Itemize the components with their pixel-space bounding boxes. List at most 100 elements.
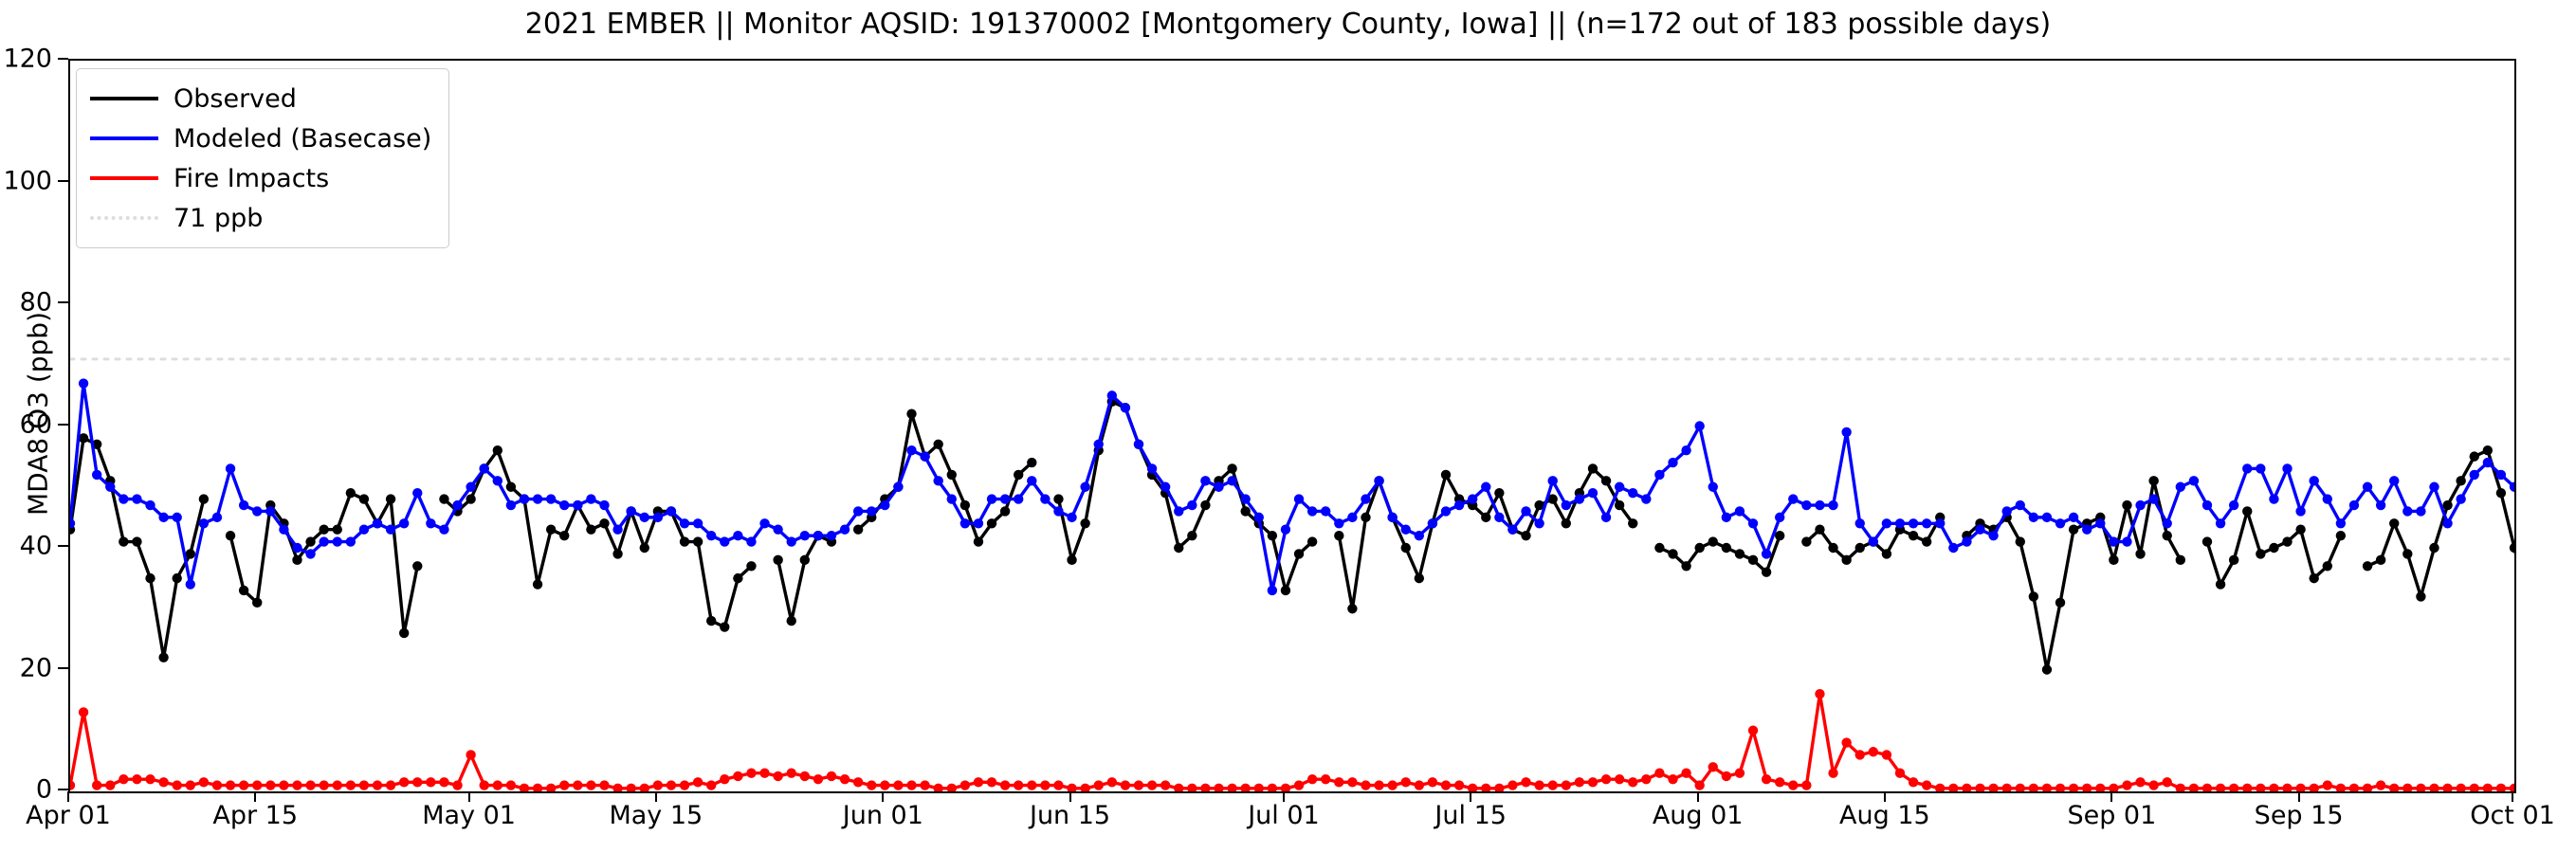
data-point: [1988, 783, 1999, 791]
data-point: [466, 750, 476, 760]
data-point: [2162, 777, 2172, 788]
data-point: [2215, 579, 2226, 590]
data-point: [2389, 476, 2400, 486]
data-point: [492, 476, 502, 486]
data-point: [2188, 783, 2200, 791]
data-point: [946, 494, 957, 504]
data-point: [1935, 518, 1946, 529]
data-point: [1347, 512, 1358, 523]
data-point: [1708, 536, 1718, 547]
data-point: [2242, 506, 2253, 517]
data-point: [2482, 445, 2494, 456]
plot-svg: [70, 357, 2514, 791]
data-point: [519, 783, 530, 791]
data-point: [1721, 771, 1732, 782]
data-point: [1788, 494, 1799, 504]
data-point: [2495, 783, 2507, 791]
data-point: [666, 780, 677, 790]
data-point: [759, 518, 770, 529]
data-point: [1801, 499, 1812, 511]
data-point: [652, 780, 664, 790]
data-point: [559, 499, 570, 511]
data-point: [2055, 518, 2066, 529]
data-point: [2162, 518, 2172, 529]
x-tick-label: Jun 01: [842, 801, 923, 830]
data-point: [305, 780, 316, 790]
data-point: [1854, 750, 1865, 760]
data-point: [2375, 554, 2386, 566]
data-point: [439, 777, 449, 788]
y-tick-label: 120: [3, 44, 52, 74]
data-point: [2215, 518, 2226, 529]
data-point: [1160, 780, 1171, 790]
data-point: [826, 771, 837, 782]
data-point: [1641, 494, 1652, 504]
data-point: [2309, 783, 2319, 791]
data-point: [2389, 783, 2400, 791]
legend-item[interactable]: Modeled (Basecase): [90, 118, 431, 158]
data-point: [1921, 780, 1932, 790]
x-tick-mark: [2110, 791, 2113, 802]
data-point: [2162, 530, 2172, 541]
data-point: [545, 524, 557, 535]
data-point: [1334, 518, 1344, 529]
legend-item[interactable]: Fire Impacts: [90, 158, 431, 198]
data-point: [692, 518, 703, 529]
data-point: [1708, 481, 1718, 492]
data-point: [1494, 487, 1505, 499]
data-point: [2456, 494, 2466, 504]
data-point: [679, 780, 690, 790]
data-point: [1641, 773, 1652, 785]
data-point: [105, 780, 116, 790]
data-point: [398, 777, 410, 788]
data-point: [946, 469, 957, 481]
x-tick-label: Apr 15: [212, 801, 299, 830]
legend-swatch-icon: [90, 169, 158, 188]
data-point: [2068, 524, 2079, 535]
data-point: [1628, 487, 1638, 499]
data-point: [2282, 536, 2293, 547]
data-point: [1600, 512, 1612, 523]
data-point: [1227, 463, 1237, 474]
data-point: [1841, 554, 1852, 566]
data-point: [1547, 494, 1558, 504]
data-point: [2335, 530, 2347, 541]
data-point: [158, 652, 169, 662]
y-tick-mark: [58, 545, 68, 547]
data-point: [158, 777, 169, 788]
data-point: [265, 506, 276, 517]
y-tick-label: 80: [19, 287, 52, 318]
data-point: [2348, 499, 2360, 511]
data-point: [612, 783, 623, 791]
data-point: [826, 530, 837, 541]
data-point: [412, 777, 423, 788]
data-point: [70, 780, 76, 790]
data-point: [2469, 469, 2479, 481]
data-point: [238, 585, 249, 596]
data-point: [1440, 469, 1452, 481]
data-point: [1761, 549, 1772, 559]
data-point: [2228, 783, 2239, 791]
y-tick-mark: [58, 301, 68, 303]
data-point: [1174, 542, 1184, 554]
data-point: [1093, 780, 1104, 790]
data-point: [2256, 783, 2266, 791]
y-tick-label: 100: [3, 166, 52, 195]
data-point: [1067, 554, 1077, 566]
data-point: [2282, 463, 2293, 474]
data-point: [545, 494, 557, 504]
data-point: [145, 773, 155, 785]
data-point: [1414, 780, 1425, 790]
data-point: [1174, 783, 1184, 791]
legend-item[interactable]: 71 ppb: [90, 198, 431, 238]
data-point: [733, 572, 743, 584]
legend-item[interactable]: Observed: [90, 79, 431, 118]
data-point: [1841, 426, 1852, 438]
data-point: [1400, 524, 1411, 535]
data-point: [492, 445, 502, 456]
data-point: [2309, 476, 2319, 486]
data-point: [319, 524, 329, 535]
data-point: [279, 780, 289, 790]
data-point: [692, 777, 703, 788]
data-point: [559, 530, 570, 541]
